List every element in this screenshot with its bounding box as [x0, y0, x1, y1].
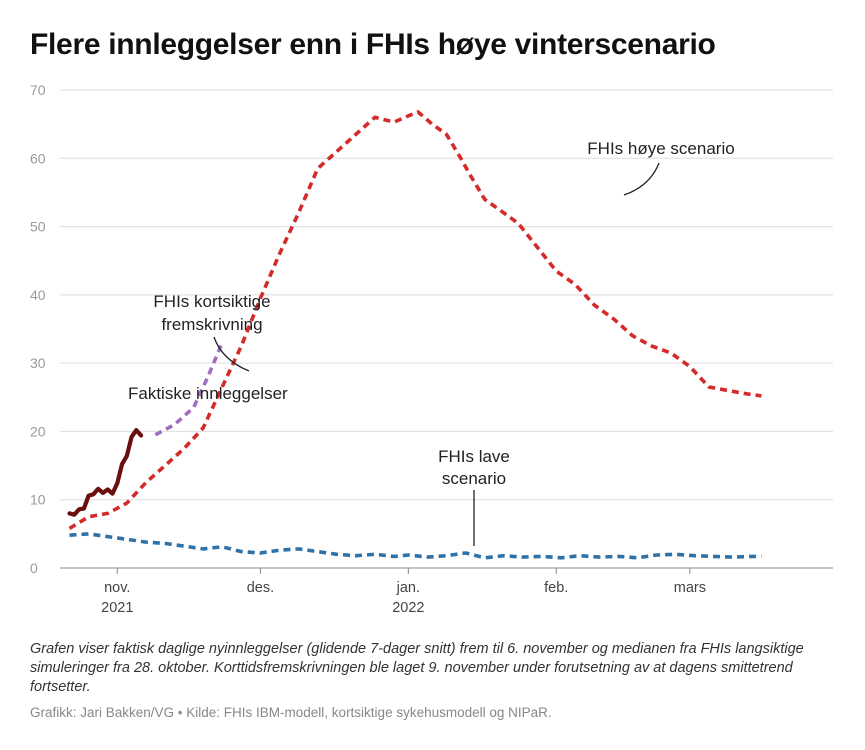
- x-tick-label-2: jan.: [396, 580, 420, 596]
- high-scenario-leader-line: [623, 162, 660, 196]
- y-tick-label-50: 50: [30, 219, 46, 235]
- annotation-low-line2: scenario: [442, 469, 506, 488]
- series-line-low: [69, 532, 762, 560]
- y-tick-label-40: 40: [30, 287, 46, 303]
- short-term-leader-line: [213, 336, 250, 372]
- annotation-low-line1: FHIs lave: [438, 447, 510, 466]
- annotation-actual: Faktiske innleggelser: [128, 384, 288, 403]
- annotation-short-term-line1: FHIs kortsiktige: [153, 292, 270, 311]
- series-line-high: [68, 110, 762, 530]
- line-chart: 0 10 20 30 40 50 60 70 nov. 2021 des. jan. 2022 feb. m…: [30, 82, 833, 616]
- y-tick-label-70: 70: [30, 82, 46, 98]
- annotations: Faktiske innleggelser FHIs kortsiktige f…: [128, 139, 735, 546]
- chart-note: Grafen viser faktisk daglige nyinnleggel…: [30, 641, 804, 695]
- y-tick-label-20: 20: [30, 423, 46, 439]
- x-tick-label-3: feb.: [544, 580, 568, 596]
- chart-credit: Grafikk: Jari Bakken/VG • Kilde: FHIs IB…: [30, 705, 552, 720]
- y-tick-label-30: 30: [30, 355, 46, 371]
- annotation-short-term-line2: fremskrivning: [161, 315, 262, 334]
- annotation-high-scenario: FHIs høye scenario: [587, 139, 734, 158]
- series-line-actual: [67, 428, 144, 517]
- axes: 0 10 20 30 40 50 60 70 nov. 2021 des. jan. 2022 feb. m…: [30, 82, 706, 616]
- x-tick-sublabel-2: 2022: [392, 600, 424, 616]
- chart-title: Flere innleggelser enn i FHIs høye vinte…: [30, 28, 716, 61]
- series-line-short-term: [154, 342, 224, 437]
- y-tick-label-60: 60: [30, 150, 46, 166]
- grid: [60, 89, 833, 569]
- y-tick-label-10: 10: [30, 492, 46, 508]
- y-tick-label-0: 0: [30, 560, 38, 576]
- series: [67, 110, 762, 560]
- x-tick-label-0: nov.: [104, 580, 130, 596]
- x-tick-sublabel-0: 2021: [101, 600, 133, 616]
- x-tick-label-4: mars: [674, 580, 706, 596]
- x-tick-label-1: des.: [247, 580, 274, 596]
